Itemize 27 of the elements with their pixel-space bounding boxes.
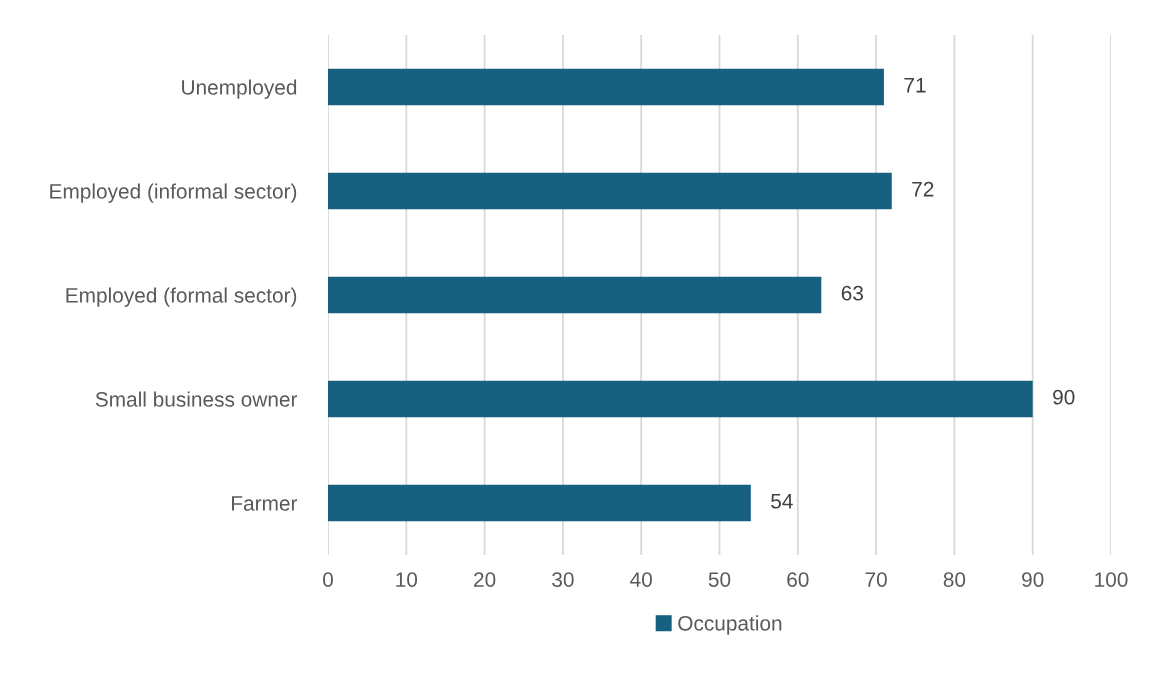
bar	[328, 380, 1033, 418]
x-tick-label: 100	[1095, 572, 1128, 587]
x-tick-label: 20	[474, 572, 496, 587]
x-tick-label: 40	[630, 572, 652, 587]
legend-label: Occupation	[678, 615, 782, 635]
bar	[328, 276, 822, 314]
bar	[328, 484, 751, 522]
y-tick-label: Unemployed	[182, 79, 297, 99]
x-tick-label: 70	[865, 572, 887, 587]
x-tick-label: 90	[1022, 572, 1044, 587]
y-tick-label: Farmer	[232, 496, 298, 511]
x-tick-label: 10	[396, 572, 418, 587]
x-tick-label: 50	[708, 572, 731, 587]
y-tick-label: Small business owner	[95, 391, 298, 407]
data-label: 63	[841, 285, 863, 301]
data-label: 71	[904, 78, 926, 93]
x-tick-label: 80	[943, 572, 966, 587]
bar	[328, 172, 892, 210]
y-tick-label: Employed (formal sector)	[66, 287, 297, 307]
x-tick-label: 60	[787, 572, 809, 587]
data-label: 72	[912, 181, 934, 197]
data-label: 54	[771, 494, 793, 509]
data-label: 90	[1053, 389, 1075, 405]
x-tick-label: 30	[552, 572, 574, 587]
bar	[328, 68, 884, 106]
y-tick-label: Employed (informal sector)	[50, 183, 297, 203]
x-tick-label: 0	[323, 572, 333, 587]
